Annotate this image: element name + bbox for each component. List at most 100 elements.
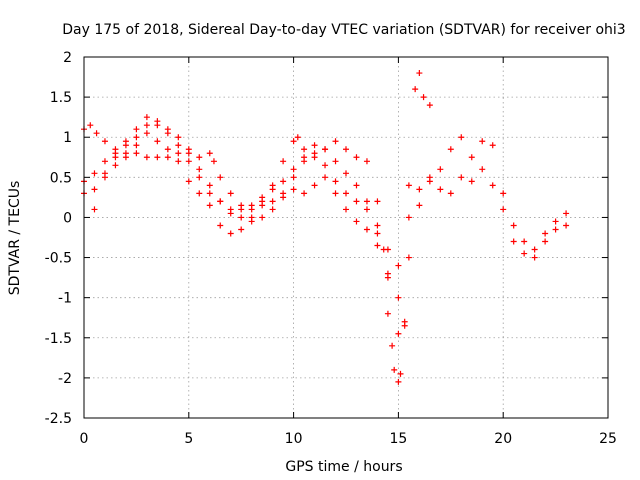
x-tick-label: 5 [184,431,193,447]
data-point-track-c [521,250,528,257]
data-point-track-c [311,182,318,189]
data-point-track-d [269,198,276,205]
data-point-track-b [437,166,444,173]
data-point-track-a [133,126,140,133]
data-point-track-d [311,150,318,157]
data-point-track-a [206,150,213,157]
data-point-track-c [196,190,203,197]
data-point-track-d [122,150,129,157]
data-point-track-c [227,230,234,237]
y-tick-label: 0 [63,210,72,226]
data-point-track-d [175,134,182,141]
data-point-track-d [322,162,329,169]
data-point-track-d [353,198,360,205]
data-point-track-c [143,154,150,161]
data-point-track-a [175,142,182,149]
data-point-track-c [238,226,245,233]
data-point-track-c [290,186,297,193]
data-point-track-b [101,158,108,165]
data-point-track-c [322,174,329,181]
data-point-track-b [332,158,339,165]
data-point-track-b [542,238,549,245]
data-point-track-d [185,146,192,153]
data-point-track-c [206,202,213,209]
data-point-track-a [143,114,150,121]
data-point-track-b [395,262,402,269]
data-point-track-c [395,330,402,337]
data-point-track-a [397,370,404,377]
data-point-track-a [384,310,391,317]
data-point-track-b [374,230,381,237]
data-point-track-b [353,182,360,189]
data-point-track-d [217,198,224,205]
data-point-track-a [353,154,360,161]
data-point-track-a [290,138,297,145]
data-point-track-c [426,178,433,185]
data-point-track-b [196,174,203,181]
data-point-track-c [447,190,454,197]
data-point-track-d [259,202,266,209]
data-point-track-b [164,146,171,153]
y-axis-title: SDTVAR / TECUs [7,181,23,296]
data-point-track-b [552,218,559,225]
data-point-track-a [405,182,412,189]
data-point-track-d [227,206,234,213]
data-point-track-d [401,322,408,329]
data-point-track-b [531,246,538,253]
y-tick-label: 2 [63,50,72,66]
data-point-track-b [91,170,98,177]
data-point-track-b [468,154,475,161]
data-point-track-d [363,206,370,213]
data-point-track-a [343,146,349,153]
data-point-track-c [164,154,171,161]
x-tick-label: 15 [389,431,407,447]
data-point-track-d [101,174,108,181]
data-point-track-c [154,154,161,161]
data-point-track-d [196,166,203,173]
data-point-track-c [405,254,412,261]
data-point-track-c [468,178,475,185]
data-point-track-d [384,246,391,253]
data-point-track-c [343,206,349,213]
data-point-track-b [416,186,423,193]
data-point-track-c [500,206,507,213]
data-point-track-b [563,210,570,217]
data-point-track-b [269,186,276,193]
data-point-track-b [311,142,318,149]
data-point-track-b [206,190,213,197]
data-point-track-c [301,190,308,197]
data-point-track-b [238,206,245,213]
data-point-track-d [91,206,98,213]
data-point-track-a [363,158,370,165]
x-tick-labels: 0 5 10 15 20 25 [80,431,617,447]
y-tick-label: -0.5 [45,251,72,267]
y-tick-label: -2.5 [45,411,72,427]
data-point-track-a [294,134,301,141]
data-point-track-b [510,222,517,229]
data-point-track-d [248,214,255,221]
data-point-track-b [343,170,349,177]
data-point-track-d [133,142,140,149]
data-point-track-c [552,226,559,233]
data-point-track-c [175,158,182,165]
data-point-track-d [343,190,349,197]
x-tick-label: 0 [80,431,89,447]
data-point-track-b [122,142,129,149]
data-point-track-b [280,178,287,185]
data-point-track-a [301,146,308,153]
data-point-track-a [93,130,100,137]
data-point-track-a [196,154,203,161]
data-point-track-d [280,190,287,197]
data-point-track-b [143,130,150,137]
data-point-track-c [510,238,517,245]
data-point-track-b [259,194,266,201]
data-point-track-a [416,70,423,77]
data-point-track-b [133,134,140,141]
data-point-track-c [384,274,391,281]
data-point-track-b [489,142,496,149]
y-tick-label: -1.5 [45,331,72,347]
data-point-track-c [374,242,381,249]
data-point-track-a [395,378,402,385]
data-point-track-c [531,254,538,261]
